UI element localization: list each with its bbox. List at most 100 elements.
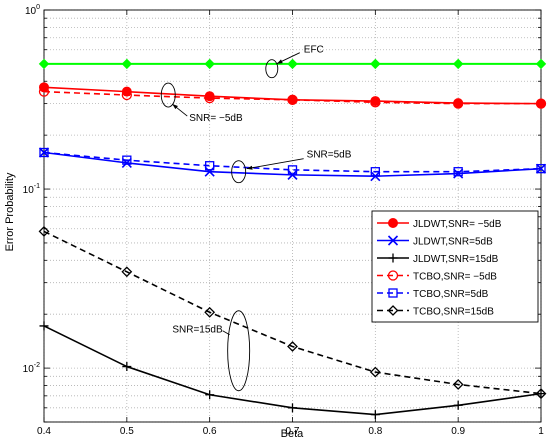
annotation-label: SNR= −5dB [189,113,243,124]
series-2 [39,321,546,420]
tick-labels: 0.4 0.5 0.6 0.7 0.8 0.9 1 100 10-1 10-2 [23,4,545,437]
data-point [370,58,381,70]
annotation-snr-15: SNR=15dB [172,310,251,392]
data-point [535,58,547,70]
data-point [204,58,215,70]
legend-marker [388,218,398,228]
x-tick-label: 0.8 [368,426,382,437]
x-tick-label: 0.9 [451,426,465,437]
legend-label: JLDWT,SNR= −5dB [413,219,502,230]
legend-box [371,210,539,323]
y-tick-label: 10-2 [23,362,40,375]
x-tick-label: 1 [538,426,544,437]
data-point [452,379,464,390]
annotation-label: SNR=15dB [172,325,223,336]
annotation-efc: EFC [265,45,324,79]
legend-marker [388,288,398,298]
annotation-label: EFC [304,45,324,56]
data-point [287,94,298,105]
x-axis-label: Beta [281,428,305,440]
annotation-snr-minus5: SNR= −5dB [160,82,243,124]
axes-frame [43,9,542,423]
series-group [38,58,547,420]
y-axis-label: Error Probability [4,172,16,251]
data-point [121,58,133,70]
data-point [122,362,132,372]
legend-marker [387,270,399,281]
legend-entry: TCBO,SNR=5dB [377,288,489,300]
data-point [287,169,298,180]
data-point [536,163,546,174]
data-point [453,98,464,109]
annotation-ellipse [227,310,251,392]
annotations-group: EFC SNR= −5dB SNR=5dB SNR=15dB [160,45,352,392]
arrow-head [276,59,283,64]
legend-entry: JLDWT,SNR= −5dB [377,218,502,230]
legend-marker [388,253,398,263]
legend-entry: JLDWT,SNR=15dB [377,253,499,265]
data-point [370,410,380,420]
data-point [205,161,215,171]
data-point [204,92,215,104]
legend-marker [387,305,399,316]
arrow-head [246,165,253,170]
data-point [453,400,463,410]
data-point [38,225,50,237]
data-point [121,266,133,278]
data-point [122,155,132,165]
data-point [287,165,298,175]
annotation-leader [222,330,230,336]
data-point [453,168,464,179]
data-point [121,89,132,101]
data-point [369,366,381,378]
series-line [43,230,542,395]
data-point [288,403,297,413]
data-point [535,98,547,109]
legend-label: TCBO,SNR= −5dB [413,272,497,283]
data-point [39,321,49,331]
legend-entry: TCBO,SNR=15dB [377,305,494,318]
legend-label: TCBO,SNR=5dB [413,289,489,300]
data-point [38,58,50,70]
series-5 [38,225,547,400]
series-3 [38,86,547,109]
data-point [38,86,50,97]
data-point [535,388,547,400]
legend-marker [387,235,399,246]
data-point [452,58,464,70]
annotation-snr-5: SNR=5dB [231,150,352,184]
annotation-ellipse [231,160,247,184]
series-line [43,151,542,173]
data-point [453,167,463,177]
data-point [370,167,380,177]
data-point [535,163,547,174]
data-point [370,97,381,108]
legend-label: JLDWT,SNR=15dB [413,254,499,265]
data-point [205,390,215,400]
series-line [43,90,541,105]
data-point [287,341,298,352]
legend-label: JLDWT,SNR=5dB [413,237,493,248]
data-point [39,147,49,158]
x-tick-label: 0.4 [37,426,51,437]
series-1 [38,147,547,182]
legend-entry: JLDWT,SNR=5dB [377,235,493,248]
data-point [121,86,132,97]
series-4 [39,147,546,177]
annotation-ellipse [160,82,176,108]
legend: JLDWT,SNR= −5dB JLDWT,SNR=5dB JLDWT,SNR=15… [371,210,539,323]
annotation-arrow [246,158,304,170]
data-point [204,166,215,177]
arrow-head [172,104,178,110]
legend-entry: TCBO,SNR= −5dB [377,270,497,283]
y-tick-label: 10-1 [23,183,40,196]
y-tick-label: 100 [25,4,40,17]
x-tick-label: 0.5 [120,426,134,437]
x-tick-label: 0.7 [286,426,300,437]
x-tick-label: 0.6 [203,426,217,437]
annotation-ellipse [265,59,279,79]
data-point [287,58,298,70]
annotation-label: SNR=5dB [307,150,352,161]
legend-label: TCBO,SNR=15dB [413,307,494,318]
